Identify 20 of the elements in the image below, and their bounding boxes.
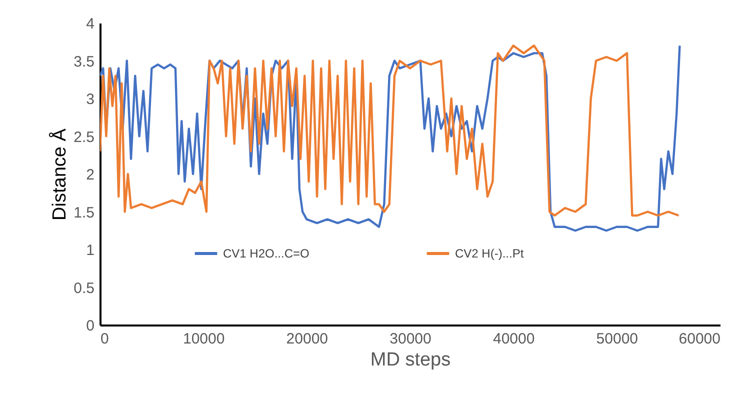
y-tick-label: 2.5 xyxy=(74,128,94,146)
y-tick-label: 3 xyxy=(86,91,94,108)
x-axis-title: MD steps xyxy=(370,350,451,370)
x-tick-label: 30000 xyxy=(390,330,432,348)
y-tick-label: 1 xyxy=(86,242,94,259)
x-tick-label: 40000 xyxy=(492,330,535,348)
y-tick-label: 1.5 xyxy=(74,204,94,222)
y-axis-title: Distance Å xyxy=(48,128,71,220)
y-tick-label: 4 xyxy=(86,16,94,32)
x-tick-label: 20000 xyxy=(286,330,328,348)
y-tick-label: 0 xyxy=(86,318,94,334)
legend-label: CV2 H(-)...Pt xyxy=(455,246,524,260)
x-tick-label: 50000 xyxy=(596,330,638,348)
y-tick-label: 0.5 xyxy=(74,280,94,297)
x-tick-label: 0 xyxy=(100,330,109,348)
x-tick-label: 10000 xyxy=(182,330,225,348)
x-tick-label: 60000 xyxy=(678,330,720,348)
y-tick-label: 3.5 xyxy=(74,53,94,70)
y-tick-label: 2 xyxy=(86,166,94,184)
legend-label: CV1 H2O...C=O xyxy=(223,246,310,260)
